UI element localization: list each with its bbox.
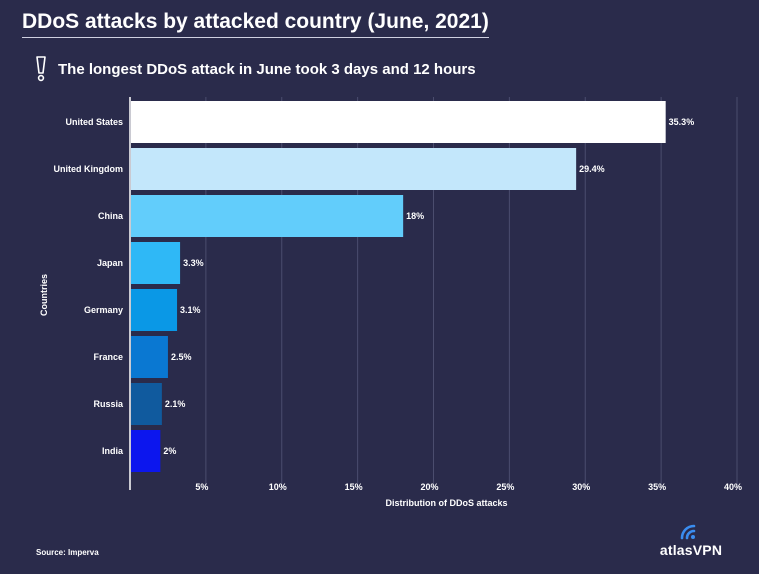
x-tick-label: 5% [195,482,208,492]
x-tick-label: 30% [572,482,590,492]
x-tick-label: 35% [648,482,666,492]
data-label: 18% [406,211,424,221]
category-label: United Kingdom [54,164,124,174]
atlasvpn-logo-icon [680,524,696,540]
brand-name: atlasVPN [659,542,723,558]
bar [131,336,168,378]
exclamation-icon [36,56,46,82]
category-label: Russia [93,399,124,409]
subtitle-row: The longest DDoS attack in June took 3 d… [34,56,476,82]
x-tick-label: 40% [724,482,742,492]
data-label: 2.1% [165,399,186,409]
data-label: 2.5% [171,352,192,362]
bar [131,101,666,143]
x-tick-label: 15% [345,482,363,492]
x-tick-label: 25% [496,482,514,492]
chart-subtitle: The longest DDoS attack in June took 3 d… [58,60,476,78]
category-label: India [102,446,124,456]
category-label: United States [65,117,123,127]
bar [131,148,577,190]
chart-title: DDoS attacks by attacked country (June, … [22,10,489,38]
category-label: Germany [84,305,123,315]
category-label: France [93,352,123,362]
bar [131,242,181,284]
x-tick-label: 10% [269,482,287,492]
bar-chart: United States 35.3% United Kingdom 29.4% Chi… [39,97,742,508]
x-tick-label: 20% [420,482,438,492]
data-label: 2% [163,446,176,456]
category-label: Japan [97,258,123,268]
bar [131,195,404,237]
source-note: Source: Imperva [36,548,99,557]
data-label: 29.4% [579,164,605,174]
data-label: 3.3% [183,258,204,268]
category-label: China [98,211,124,221]
atlasvpn-logo: atlasVPN [651,522,731,562]
bar [131,430,161,472]
x-axis-title: Distribution of DDoS attacks [385,498,507,508]
data-label: 35.3% [669,117,695,127]
y-axis-title: Countries [39,274,49,316]
bar [131,289,178,331]
data-label: 3.1% [180,305,201,315]
bar [131,383,162,425]
